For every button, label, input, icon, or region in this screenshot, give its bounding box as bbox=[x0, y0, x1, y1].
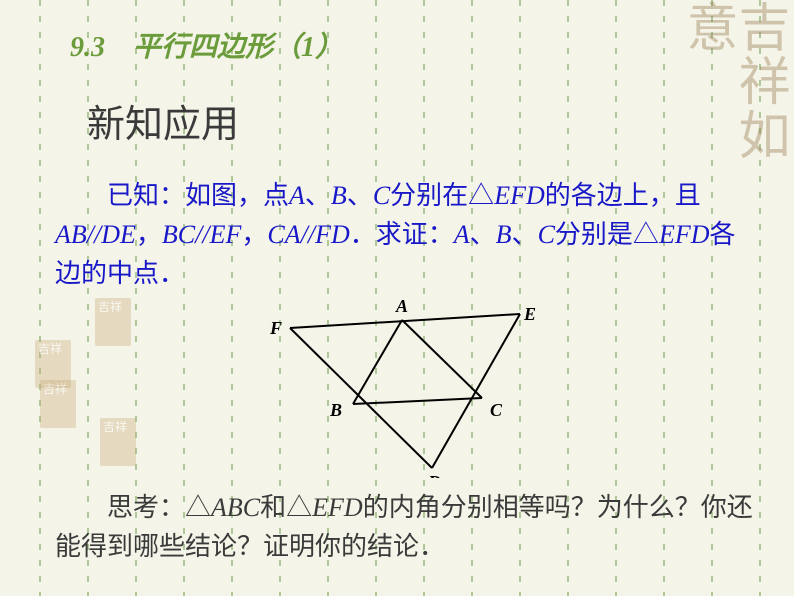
comma: ， bbox=[136, 220, 162, 249]
var-A: A bbox=[289, 181, 305, 210]
var-BC: BC bbox=[162, 220, 195, 249]
t3: 分别是△ bbox=[555, 220, 659, 249]
svg-text:E: E bbox=[523, 304, 536, 324]
problem-prefix: 已知：如图，点 bbox=[107, 181, 289, 210]
par: // bbox=[301, 220, 315, 249]
svg-text:B: B bbox=[329, 400, 342, 420]
var-EFD: EFD bbox=[494, 181, 545, 210]
par: // bbox=[195, 220, 209, 249]
think-prefix: 思考：△ bbox=[107, 493, 211, 522]
sep: 、 bbox=[512, 220, 538, 249]
var-B: B bbox=[331, 181, 347, 210]
think-text: 思考：△ABC和△EFD的内角分别相等吗？为什么？你还能得到哪些结论？证明你的结… bbox=[55, 488, 754, 566]
var-EFD: EFD bbox=[659, 220, 710, 249]
sep: 、 bbox=[470, 220, 496, 249]
chapter-label: 9.3 平行四边形（1） bbox=[70, 25, 754, 65]
prove: 求证： bbox=[376, 220, 454, 249]
triangle-diagram: F E D A B C bbox=[260, 298, 550, 478]
var-CA: CA bbox=[267, 220, 300, 249]
svg-text:D: D bbox=[427, 472, 441, 478]
subtitle: 新知应用 bbox=[87, 93, 754, 148]
t1: 分别在△ bbox=[390, 181, 494, 210]
var-EFD: EFD bbox=[312, 493, 363, 522]
think-t1: 和△ bbox=[260, 493, 312, 522]
slide-content: 9.3 平行四边形（1） 新知应用 已知：如图，点A、B、C分别在△EFD的各边… bbox=[0, 0, 794, 586]
var-A: A bbox=[454, 220, 470, 249]
var-DE: DE bbox=[101, 220, 136, 249]
svg-text:C: C bbox=[490, 400, 503, 420]
var-C: C bbox=[538, 220, 555, 249]
problem-text: 已知：如图，点A、B、C分别在△EFD的各边上，且AB//DE，BC//EF，C… bbox=[55, 176, 754, 293]
var-EF: EF bbox=[210, 220, 242, 249]
var-C: C bbox=[373, 181, 390, 210]
par: // bbox=[87, 220, 101, 249]
var-ABC: ABC bbox=[211, 493, 260, 522]
svg-text:A: A bbox=[395, 298, 408, 316]
comma: ， bbox=[241, 220, 267, 249]
var-FD: FD bbox=[315, 220, 350, 249]
svg-text:F: F bbox=[269, 318, 282, 338]
period: ． bbox=[350, 220, 376, 249]
var-AB: AB bbox=[55, 220, 87, 249]
t2: 的各边上，且 bbox=[545, 181, 701, 210]
var-B: B bbox=[496, 220, 512, 249]
sep: 、 bbox=[305, 181, 331, 210]
sep: 、 bbox=[347, 181, 373, 210]
